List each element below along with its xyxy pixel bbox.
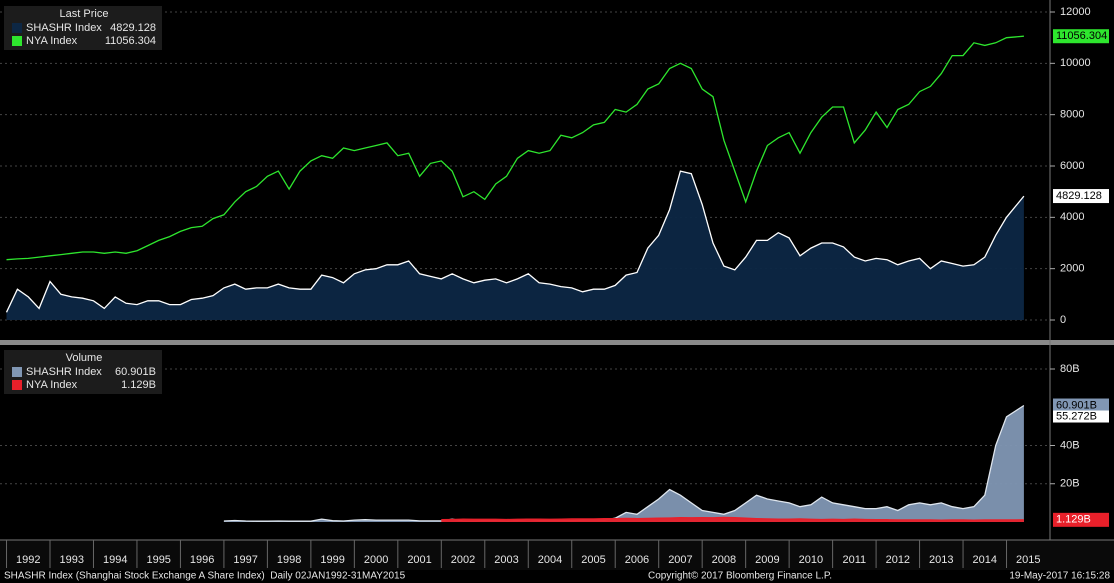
last-value-label: 60.901B [1056,399,1097,411]
legend-swatch [12,380,22,390]
x-tick-label: 2001 [407,554,431,566]
legend-value: 11056.304 [105,35,156,47]
legend-label: NYA Index [26,35,78,47]
last-value-label: 11056.304 [1056,30,1107,42]
y-tick-label: 2000 [1060,263,1084,275]
line [6,35,1024,261]
x-tick-label: 2008 [712,554,736,566]
x-tick-label: 2005 [581,554,605,566]
last-value-tag [1053,512,1109,527]
legend-value: 4829.128 [110,22,156,34]
x-tick-label: 2004 [538,554,562,566]
y-tick-label: 0 [1060,314,1066,326]
legend-label: NYA Index [26,379,78,391]
legend-label: SHASHR Index [26,22,102,34]
area [441,517,1024,522]
legend-swatch [12,36,22,46]
last-value-label: 4829.128 [1056,190,1102,202]
y-tick-label: 4000 [1060,211,1084,223]
x-axis-band [0,540,1114,570]
last-value-tag [1053,398,1109,413]
x-tick-label: 2000 [364,554,388,566]
x-tick-label: 2003 [494,554,518,566]
line [441,516,1024,521]
x-tick-label: 1994 [103,554,127,566]
y-tick-label: 10000 [1060,57,1091,69]
x-tick-label: 1996 [190,554,214,566]
footer-right: 19-May-2017 16:15:28 [1009,571,1110,582]
annotation: 55.272B [1056,410,1097,422]
legend-title: Volume [66,352,103,364]
legend-box [4,6,162,50]
legend-label: SHASHR Index [26,366,102,378]
area [6,171,1024,320]
footer-left: SHASHR Index (Shanghai Stock Exchange A … [4,571,406,582]
legend-box [4,350,162,394]
y-tick-label: 6000 [1060,160,1084,172]
last-value-tag [1053,189,1109,204]
last-value-tag [1053,29,1109,44]
panel-divider [0,340,1114,345]
line [223,404,1025,522]
x-tick-label: 1997 [233,554,257,566]
last-value-label: 1.129B [1056,514,1091,526]
y-tick-label: 40B [1060,439,1080,451]
legend-value: 60.901B [115,366,156,378]
annotation-tag [1053,410,1109,423]
y-tick-label: 80B [1060,363,1080,375]
x-tick-label: 2015 [1016,554,1040,566]
line [5,170,1025,313]
y-tick-label: 20B [1060,478,1080,490]
y-tick-label: 8000 [1060,109,1084,121]
footer-center: Copyright© 2017 Bloomberg Finance L.P. [648,571,832,582]
x-tick-label: 2014 [973,554,997,566]
area [223,405,1024,522]
legend-title: Last Price [60,8,109,20]
x-tick-label: 1993 [59,554,83,566]
x-tick-label: 2006 [625,554,649,566]
legend-swatch [12,367,22,377]
x-tick-label: 2011 [843,554,867,566]
legend-swatch [12,23,22,33]
x-tick-label: 1998 [277,554,301,566]
x-tick-label: 2009 [755,554,779,566]
x-tick-label: 2013 [929,554,953,566]
x-tick-label: 2010 [799,554,823,566]
x-tick-label: 1995 [146,554,170,566]
x-tick-label: 1999 [320,554,344,566]
x-tick-label: 2002 [451,554,475,566]
legend-value: 1.129B [121,379,156,391]
x-tick-label: 2007 [668,554,692,566]
y-tick-label: 12000 [1060,6,1091,18]
x-tick-label: 1992 [16,554,40,566]
x-tick-label: 2012 [886,554,910,566]
